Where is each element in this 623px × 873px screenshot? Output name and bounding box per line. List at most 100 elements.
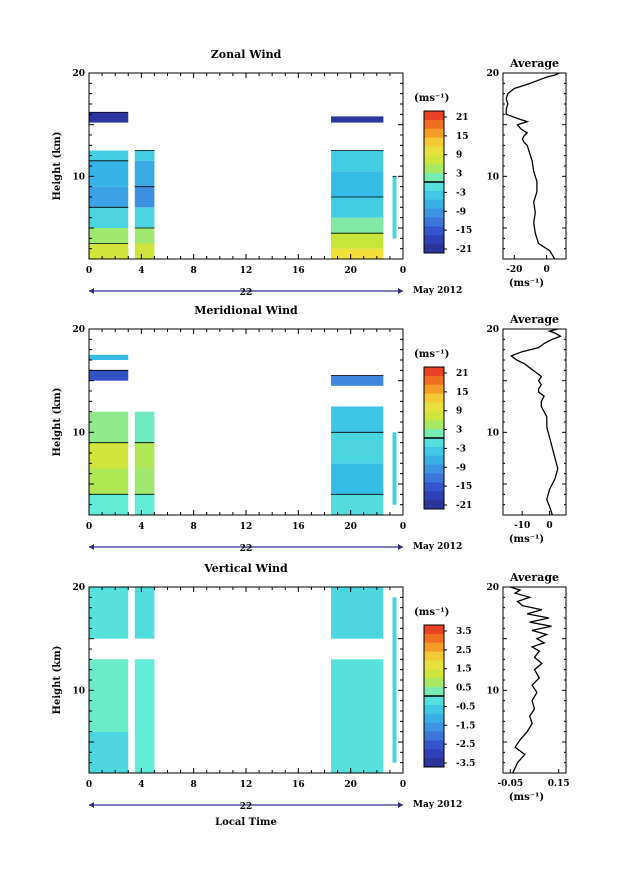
heatmap-panel: 0 4 8 12 16 20 0 20 10 Zonal Wind Height (km) 22 May… xyxy=(52,48,462,298)
colorbar-label: -3 xyxy=(456,188,466,198)
y-axis-label: Height (km) xyxy=(52,646,63,715)
colorbar-label: -0.5 xyxy=(456,702,475,712)
colorbar-label: -9 xyxy=(456,463,466,473)
heatmap-cell xyxy=(89,442,129,469)
colorbar-segment xyxy=(424,173,444,183)
colorbar-unit: (ms⁻¹) xyxy=(414,349,449,360)
colorbar-label: 3 xyxy=(456,170,462,180)
avg-x-tick-label: -0.05 xyxy=(497,779,523,789)
colorbar-label: 3 xyxy=(456,426,462,436)
heatmap-cell xyxy=(89,228,129,244)
colorbar-segment xyxy=(424,146,444,156)
colorbar-segment xyxy=(424,491,444,501)
x-tick-label: 8 xyxy=(191,266,197,276)
colorbar-label: 0.5 xyxy=(456,684,472,694)
heatmap-cell xyxy=(331,659,384,773)
colorbar-label: -15 xyxy=(456,226,472,236)
colorbar-label: -9 xyxy=(456,207,466,217)
colorbar-segment xyxy=(424,119,444,130)
x-tick-label: 12 xyxy=(240,780,253,790)
heatmap-cell xyxy=(392,432,397,505)
colorbar-label: -21 xyxy=(456,501,472,511)
heatmap-cell xyxy=(331,217,384,234)
colorbar-segment xyxy=(424,226,444,236)
colorbar-segment xyxy=(424,660,444,670)
heatmap-cell xyxy=(134,659,155,773)
colorbar-segment xyxy=(424,182,444,192)
heatmap-cell xyxy=(89,659,129,732)
y-axis-label: Height (km) xyxy=(52,132,63,201)
date-axis-arrow xyxy=(398,544,403,550)
colorbar-unit: (ms⁻¹) xyxy=(414,607,449,618)
month-label: May 2012 xyxy=(413,286,462,296)
heatmap-cell xyxy=(89,207,129,228)
heatmap-cell xyxy=(331,116,384,123)
date-label: 22 xyxy=(240,802,253,812)
heatmap-cell xyxy=(89,112,129,123)
heatmap-cell xyxy=(134,468,155,495)
heatmap-cell xyxy=(89,160,129,187)
x-tick-label: 20 xyxy=(344,266,357,276)
date-axis-arrow xyxy=(89,802,94,808)
heatmap-cell xyxy=(392,176,397,239)
average-title: Average xyxy=(509,57,559,70)
heatmap-cell xyxy=(331,432,384,464)
x-tick-label: 12 xyxy=(240,522,253,532)
heatmap-cell xyxy=(331,587,384,639)
heatmap-panel: 0 4 8 12 16 20 0 20 10 Meridional Wind Height (km)… xyxy=(52,304,462,554)
colorbar-segment xyxy=(424,704,444,715)
x-axis-label: Local Time xyxy=(215,817,277,828)
colorbar-segment xyxy=(424,464,444,474)
date-axis-arrow xyxy=(398,802,403,808)
colorbar-label: 21 xyxy=(456,113,469,123)
colorbar-segment xyxy=(424,199,444,210)
colorbar-segment xyxy=(424,669,444,679)
colorbar-segment xyxy=(424,393,444,403)
avg-x-tick-label: 0.15 xyxy=(548,779,570,789)
x-tick-label: 16 xyxy=(292,780,305,790)
x-tick-label: 0 xyxy=(86,780,92,790)
heatmap-cell xyxy=(331,233,384,249)
avg-x-tick-label: -20 xyxy=(506,265,522,275)
colorbar-label: -3.5 xyxy=(456,759,475,769)
y-axis-label: Height (km) xyxy=(52,388,63,457)
y-tick-label: 10 xyxy=(72,172,85,182)
heatmap-cell xyxy=(331,375,384,386)
colorbar-segment xyxy=(424,758,444,768)
x-tick-label: 0 xyxy=(86,266,92,276)
heatmap-panel: 0 4 8 12 16 20 0 20 10 Vertical Wind Height (km) 22… xyxy=(52,562,462,828)
colorbar-segment xyxy=(424,190,444,201)
date-axis-arrow xyxy=(398,288,403,294)
x-tick-label: 0 xyxy=(400,266,406,276)
heatmap-cell xyxy=(134,442,155,469)
colorbar-unit: (ms⁻¹) xyxy=(414,93,449,104)
colorbar-segment xyxy=(424,642,444,653)
colorbar-segment xyxy=(424,111,444,121)
colorbar-segment xyxy=(424,446,444,457)
colorbar: 3.5 2.5 1.5 0.5 -0.5 -1.5 -2.5 -3.5 (ms⁻¹) xyxy=(414,607,475,769)
x-tick-label: 8 xyxy=(191,780,197,790)
avg-y-tick-label: 10 xyxy=(486,428,499,438)
heatmap-cell xyxy=(89,370,129,381)
y-tick-label: 20 xyxy=(72,583,85,593)
colorbar-segment xyxy=(424,482,444,492)
colorbar-segment xyxy=(424,731,444,741)
heatmap-cell xyxy=(89,243,129,259)
colorbar-segment xyxy=(424,128,444,139)
average-panel: -10 0 Average 20 10 (ms⁻¹) xyxy=(486,313,567,545)
date-label: 22 xyxy=(240,544,253,554)
avg-y-tick-label: 10 xyxy=(486,172,499,182)
colorbar-segment xyxy=(424,420,444,430)
colorbar: 21 15 9 3 -3 -9 -15 -21 (ms⁻¹) xyxy=(414,349,472,511)
colorbar-label: 2.5 xyxy=(456,646,472,656)
average-profile-line xyxy=(505,72,560,260)
avg-y-tick-label: 20 xyxy=(486,325,499,335)
panel-title: Meridional Wind xyxy=(194,304,298,317)
colorbar-segment xyxy=(424,402,444,412)
heatmap-cell xyxy=(134,228,155,244)
average-x-label: (ms⁻¹) xyxy=(509,792,544,803)
colorbar-label: 15 xyxy=(456,132,469,142)
heatmap-cell xyxy=(331,406,384,433)
x-tick-label: 16 xyxy=(292,522,305,532)
